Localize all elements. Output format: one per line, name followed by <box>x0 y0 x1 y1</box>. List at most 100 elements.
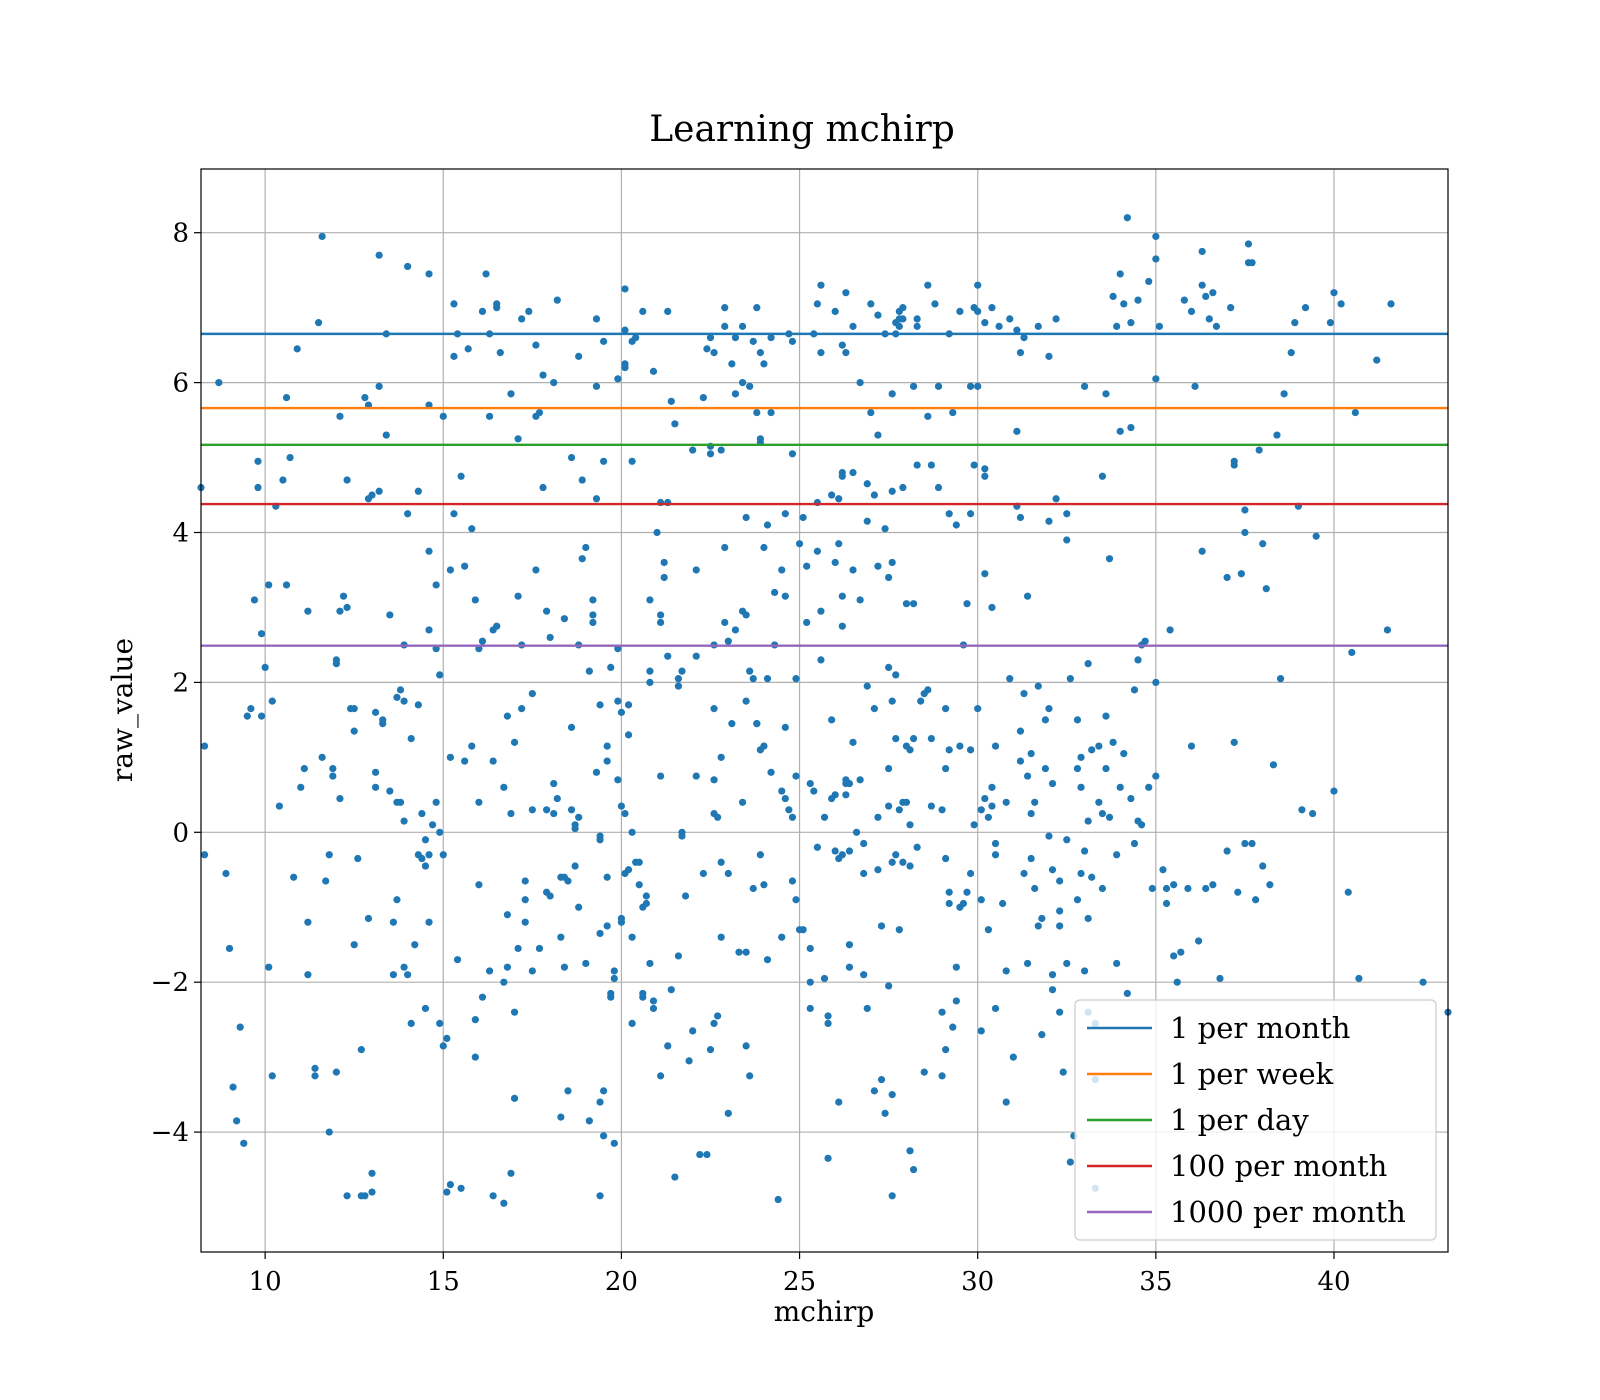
data-point <box>1098 884 1107 893</box>
data-point <box>361 1192 369 1200</box>
data-point <box>1266 881 1274 889</box>
data-point <box>1298 806 1306 814</box>
data-point <box>721 618 729 627</box>
data-point <box>1073 716 1082 724</box>
data-point <box>396 798 405 806</box>
data-point <box>909 1165 918 1174</box>
data-point <box>753 304 761 312</box>
data-point <box>1209 289 1217 297</box>
data-point <box>1002 967 1010 975</box>
data-point <box>1023 592 1032 600</box>
data-point <box>1259 540 1267 548</box>
data-point <box>831 791 839 799</box>
data-point <box>1187 742 1196 750</box>
data-point <box>649 997 658 1005</box>
data-point <box>970 461 978 469</box>
data-point <box>1045 352 1053 360</box>
data-point <box>649 1004 658 1013</box>
data-point <box>1155 322 1164 330</box>
data-point <box>560 615 569 623</box>
data-point <box>763 521 772 529</box>
data-point <box>1095 742 1103 750</box>
data-point <box>831 307 839 316</box>
data-point <box>361 393 369 402</box>
data-point <box>550 779 558 788</box>
data-point <box>781 510 789 518</box>
data-point <box>892 735 900 743</box>
data-point <box>582 959 590 968</box>
data-point <box>1098 809 1107 818</box>
data-point <box>856 379 864 387</box>
data-point <box>731 334 740 342</box>
data-point <box>999 899 1007 908</box>
data-point <box>382 431 390 439</box>
data-point <box>1123 989 1131 998</box>
data-point <box>1063 836 1071 844</box>
data-point <box>1330 787 1338 795</box>
data-point <box>1059 1068 1067 1076</box>
data-point <box>952 997 960 1005</box>
data-point <box>721 322 729 330</box>
data-point <box>938 1008 946 1016</box>
data-point <box>660 558 668 567</box>
data-point <box>610 974 618 983</box>
data-point <box>902 798 911 806</box>
data-point <box>942 1046 950 1054</box>
data-point <box>906 821 914 829</box>
data-point <box>471 1053 479 1061</box>
data-point <box>257 630 266 638</box>
data-point <box>706 334 715 342</box>
data-point <box>1187 307 1196 316</box>
data-point <box>1234 888 1242 896</box>
data-point <box>792 772 800 780</box>
data-point <box>991 851 1000 859</box>
data-point <box>760 742 768 750</box>
data-point <box>200 742 209 750</box>
data-point <box>664 652 672 660</box>
data-point <box>578 555 586 563</box>
axis-ticks: 10 15 20 25 30 35 40 −4 −2 0 2 4 6 8 <box>151 219 1351 1297</box>
data-point <box>956 307 964 316</box>
data-point <box>621 326 629 334</box>
data-point <box>849 738 857 746</box>
data-point <box>407 735 415 743</box>
data-point <box>646 596 654 604</box>
data-point <box>795 540 804 548</box>
data-point <box>820 813 829 821</box>
data-point <box>1023 959 1032 968</box>
data-point <box>268 1072 276 1080</box>
data-point <box>300 764 308 773</box>
data-point <box>1023 772 1032 780</box>
data-point <box>236 1023 244 1031</box>
data-point <box>542 806 551 814</box>
data-point <box>913 843 921 851</box>
data-point <box>738 379 747 387</box>
data-point <box>514 435 522 443</box>
data-point <box>304 607 312 615</box>
data-point <box>1223 847 1231 855</box>
plot-frame <box>200 168 1449 1253</box>
data-point <box>485 412 494 420</box>
data-point <box>1113 851 1121 859</box>
data-point <box>692 652 700 660</box>
data-point <box>692 772 700 780</box>
data-point <box>1048 986 1057 994</box>
data-point <box>1056 877 1064 885</box>
data-point <box>535 408 544 417</box>
data-point <box>835 495 843 503</box>
data-point <box>339 592 348 600</box>
data-point <box>542 607 551 615</box>
data-point <box>963 600 971 608</box>
data-point <box>610 1139 618 1147</box>
data-point <box>1152 772 1160 780</box>
data-point <box>1170 881 1178 889</box>
data-point <box>885 573 893 582</box>
data-point <box>592 768 601 776</box>
data-point <box>589 611 597 619</box>
data-point <box>981 570 989 578</box>
data-point <box>1230 738 1238 746</box>
data-point <box>510 738 519 746</box>
data-point <box>756 851 764 859</box>
data-point <box>304 918 312 926</box>
